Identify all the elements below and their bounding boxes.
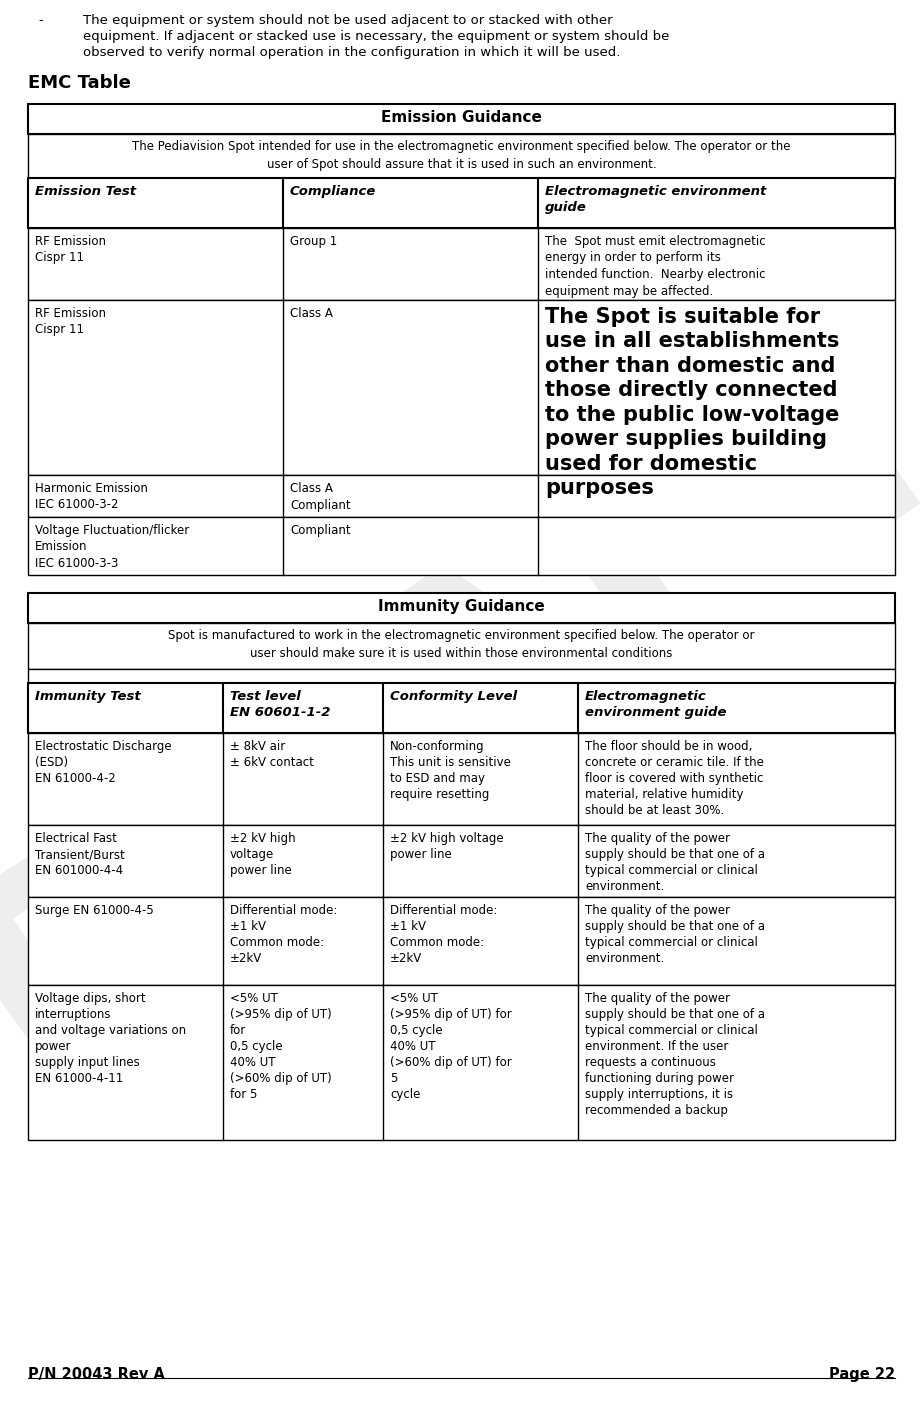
Text: Compliance: Compliance <box>290 185 377 198</box>
Bar <box>28 475 895 517</box>
Text: Voltage Fluctuation/flicker
Emission
IEC 61000-3-3: Voltage Fluctuation/flicker Emission IEC… <box>35 524 189 570</box>
Bar <box>28 592 895 623</box>
Text: The  Spot must emit electromagnetic
energy in order to perform its
intended func: The Spot must emit electromagnetic energ… <box>545 234 765 298</box>
Text: Surge EN 61000-4-5: Surge EN 61000-4-5 <box>35 904 154 917</box>
Text: The Spot is suitable for
use in all establishments
other than domestic and
those: The Spot is suitable for use in all esta… <box>545 307 839 498</box>
Bar <box>28 826 895 897</box>
Text: RF Emission
Cispr 11: RF Emission Cispr 11 <box>35 234 106 264</box>
Text: Test level
EN 60601-1-2: Test level EN 60601-1-2 <box>230 689 330 719</box>
Text: Class A
Compliant: Class A Compliant <box>290 482 351 511</box>
Bar <box>28 733 895 826</box>
Text: <5% UT
(>95% dip of UT) for
0,5 cycle
40% UT
(>60% dip of UT) for
5
cycle: <5% UT (>95% dip of UT) for 0,5 cycle 40… <box>390 993 511 1101</box>
Text: The quality of the power
supply should be that one of a
typical commercial or cl: The quality of the power supply should b… <box>585 904 765 965</box>
Bar <box>28 668 895 682</box>
Text: ±2 kV high voltage
power line: ±2 kV high voltage power line <box>390 833 504 861</box>
Text: Immunity Test: Immunity Test <box>35 689 140 703</box>
Text: Electromagnetic environment
guide: Electromagnetic environment guide <box>545 185 766 213</box>
Text: Electrostatic Discharge
(ESD)
EN 61000-4-2: Electrostatic Discharge (ESD) EN 61000-4… <box>35 740 172 785</box>
Text: The equipment or system should not be used adjacent to or stacked with other: The equipment or system should not be us… <box>83 14 613 27</box>
Text: Non-conforming
This unit is sensitive
to ESD and may
require resetting: Non-conforming This unit is sensitive to… <box>390 740 510 802</box>
Text: <5% UT
(>95% dip of UT)
for
0,5 cycle
40% UT
(>60% dip of UT)
for 5: <5% UT (>95% dip of UT) for 0,5 cycle 40… <box>230 993 331 1101</box>
Text: P/N 20043 Rev A: P/N 20043 Rev A <box>28 1367 165 1382</box>
Text: ± 8kV air
± 6kV contact: ± 8kV air ± 6kV contact <box>230 740 314 769</box>
Bar <box>28 133 895 178</box>
Text: RF Emission
Cispr 11: RF Emission Cispr 11 <box>35 307 106 337</box>
Bar <box>28 897 895 986</box>
Bar <box>28 986 895 1140</box>
Text: Group 1: Group 1 <box>290 234 337 249</box>
Text: Harmonic Emission
IEC 61000-3-2: Harmonic Emission IEC 61000-3-2 <box>35 482 148 511</box>
Bar <box>28 104 895 133</box>
Text: Differential mode:
±1 kV
Common mode:
±2kV: Differential mode: ±1 kV Common mode: ±2… <box>230 904 338 965</box>
Text: Voltage dips, short
interruptions
and voltage variations on
power
supply input l: Voltage dips, short interruptions and vo… <box>35 993 186 1085</box>
Bar <box>28 178 895 227</box>
Text: Spot is manufactured to work in the electromagnetic environment specified below.: Spot is manufactured to work in the elec… <box>168 629 755 660</box>
Text: Emission Guidance: Emission Guidance <box>381 111 542 125</box>
Text: Differential mode:
±1 kV
Common mode:
±2kV: Differential mode: ±1 kV Common mode: ±2… <box>390 904 497 965</box>
Bar <box>28 623 895 668</box>
Text: Emission Test: Emission Test <box>35 185 136 198</box>
Bar <box>28 300 895 475</box>
Text: EMC Table: EMC Table <box>28 74 131 93</box>
Text: ±2 kV high
voltage
power line: ±2 kV high voltage power line <box>230 833 295 878</box>
Text: The floor should be in wood,
concrete or ceramic tile. If the
floor is covered w: The floor should be in wood, concrete or… <box>585 740 764 817</box>
Text: Compliant: Compliant <box>290 524 351 536</box>
Text: Immunity Guidance: Immunity Guidance <box>378 600 545 615</box>
Text: -: - <box>38 14 42 27</box>
Text: observed to verify normal operation in the configuration in which it will be use: observed to verify normal operation in t… <box>83 46 620 59</box>
Text: The quality of the power
supply should be that one of a
typical commercial or cl: The quality of the power supply should b… <box>585 833 765 893</box>
Text: Page 22: Page 22 <box>829 1367 895 1382</box>
Bar <box>28 682 895 733</box>
Bar <box>28 517 895 576</box>
Text: equipment. If adjacent or stacked use is necessary, the equipment or system shou: equipment. If adjacent or stacked use is… <box>83 29 669 44</box>
Text: DRAFT: DRAFT <box>0 253 923 1151</box>
Text: Electrical Fast
Transient/Burst
EN 601000-4-4: Electrical Fast Transient/Burst EN 60100… <box>35 833 125 878</box>
Text: Conformity Level: Conformity Level <box>390 689 517 703</box>
Bar <box>28 227 895 300</box>
Text: Class A: Class A <box>290 307 333 320</box>
Text: The quality of the power
supply should be that one of a
typical commercial or cl: The quality of the power supply should b… <box>585 993 765 1118</box>
Text: Electromagnetic
environment guide: Electromagnetic environment guide <box>585 689 726 719</box>
Text: The Pediavision Spot intended for use in the electromagnetic environment specifi: The Pediavision Spot intended for use in… <box>132 140 791 171</box>
